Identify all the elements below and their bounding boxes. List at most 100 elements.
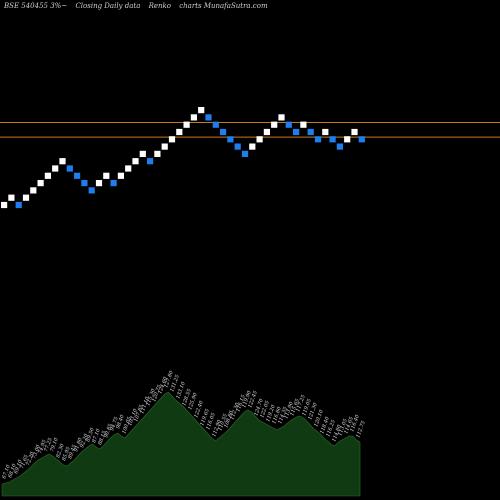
renko-brick-up (52, 165, 59, 172)
volume-price-label: 77.25 (43, 437, 54, 453)
renko-brick-up (256, 136, 263, 143)
volume-price-label: 122.05 (259, 400, 271, 418)
volume-price-label: 124.70 (253, 397, 265, 416)
volume-price-label: 122.40 (193, 399, 205, 418)
renko-brick-up (300, 121, 307, 128)
renko-brick-layer (1, 107, 365, 209)
renko-brick-up (344, 136, 351, 143)
renko-brick-up (139, 150, 146, 157)
volume-price-label: 114.65 (343, 416, 355, 434)
renko-brick-down (329, 136, 336, 143)
volume-price-label: 85.95 (61, 446, 72, 462)
renko-brick-down (110, 180, 117, 187)
volume-price-label: 91.80 (73, 436, 84, 452)
volume-layer (1, 391, 361, 497)
renko-brick-up (8, 194, 15, 201)
volume-price-label: 71.65 (19, 454, 30, 470)
volume-price-label: 113.90 (283, 400, 295, 419)
volume-price-label: 125.90 (187, 391, 199, 410)
renko-brick-down (205, 114, 212, 121)
volume-price-label: 114.80 (331, 423, 343, 442)
volume-price-label: 120.75 (151, 384, 163, 402)
volume-price-label: 113.05 (337, 418, 349, 436)
chart-kind-label: Renko (148, 2, 172, 10)
volume-price-label: 116.25 (325, 419, 337, 437)
volume-price-label: 116.15 (235, 394, 247, 412)
renko-brick-down (234, 143, 241, 150)
volume-price-label: 116.80 (271, 405, 283, 424)
renko-brick-up (168, 136, 176, 143)
volume-price-label: 112.30 (229, 401, 241, 420)
renko-brick-down (227, 136, 234, 143)
volume-price-label: 74.95 (37, 439, 48, 455)
volume-price-label: 121.30 (307, 401, 319, 420)
volume-price-label: 88.15 (97, 430, 108, 446)
volume-price-label: 116.40 (349, 413, 361, 432)
volume-price-label: 124.60 (157, 375, 169, 394)
renko-brick-down (307, 128, 314, 136)
renko-brick-up (30, 187, 37, 194)
renko-brick-up (176, 128, 183, 136)
volume-price-label: 127.80 (163, 369, 175, 388)
volume-price-label: 115.65 (289, 398, 301, 416)
volume-price-label: 103.10 (127, 407, 139, 426)
renko-brick-up (190, 114, 197, 121)
renko-brick-up (322, 128, 329, 136)
renko-brick-up (44, 172, 51, 179)
renko-brick-up (183, 121, 190, 128)
volume-price-label: 119.20 (265, 403, 277, 422)
renko-brick-up (59, 158, 66, 165)
renko-brick-down (212, 121, 219, 128)
renko-brick-down (147, 158, 154, 165)
renko-brick-down (220, 128, 227, 136)
volume-price-label: 108.80 (223, 409, 235, 428)
renko-brick-down (15, 201, 22, 209)
renko-brick-down (336, 143, 343, 150)
volume-price-label: 73.00 (31, 443, 42, 459)
renko-brick-down (314, 136, 322, 143)
volume-price-label: 111.10 (139, 395, 151, 414)
renko-brick-up (271, 121, 278, 128)
renko-brick-up (249, 143, 256, 150)
volume-price-label: 119.05 (301, 398, 313, 416)
volume-price-label: 119.90 (241, 389, 253, 408)
volume-price-label: 133.10 (175, 380, 187, 399)
data-subtitle: Closing Daily data (75, 2, 141, 10)
volume-price-label: 94.75 (109, 416, 120, 432)
symbol-label: BSE 540455 3%~ (4, 2, 68, 10)
volume-label-layer: 67.1068.1069.1071.6572.2073.0074.9577.25… (1, 369, 367, 479)
volume-price-label: 110.55 (217, 413, 229, 431)
renko-brick-down (74, 172, 81, 179)
volume-price-label: 87.10 (91, 427, 102, 443)
reference-line-layer (0, 122, 500, 138)
volume-price-label: 122.45 (247, 390, 259, 408)
renko-brick-up (1, 201, 8, 209)
renko-brick-up (161, 143, 168, 150)
volume-price-label: 98.40 (115, 413, 126, 429)
volume-price-label: 119.65 (199, 408, 211, 426)
renko-brick-up (263, 128, 270, 136)
volume-price-label: 69.10 (13, 458, 24, 474)
volume-price-label: 79.10 (49, 436, 60, 452)
renko-brick-down (293, 128, 300, 136)
renko-brick-up (125, 165, 132, 172)
volume-price-label: 100.05 (121, 416, 133, 434)
volume-price-label: 82.30 (55, 442, 66, 458)
volume-price-label: 131.25 (169, 374, 181, 392)
chart-header: BSE 540455 3%~ Closing Daily data Renko … (4, 2, 274, 10)
volume-price-label: 115.30 (145, 387, 157, 406)
renko-brick-down (88, 187, 95, 194)
volume-price-label: 114.35 (277, 406, 289, 424)
renko-brick-up (95, 180, 103, 187)
volume-price-label: 89.50 (85, 426, 96, 442)
volume-price-label: 68.10 (7, 462, 18, 478)
renko-brick-down (66, 165, 73, 172)
volume-price-label: 112.75 (355, 420, 367, 438)
renko-brick-up (154, 150, 161, 157)
renko-brick-down (285, 121, 292, 128)
volume-price-label: 107.85 (133, 404, 145, 422)
renko-brick-up (132, 158, 139, 165)
volume-price-label: 67.10 (1, 463, 12, 479)
